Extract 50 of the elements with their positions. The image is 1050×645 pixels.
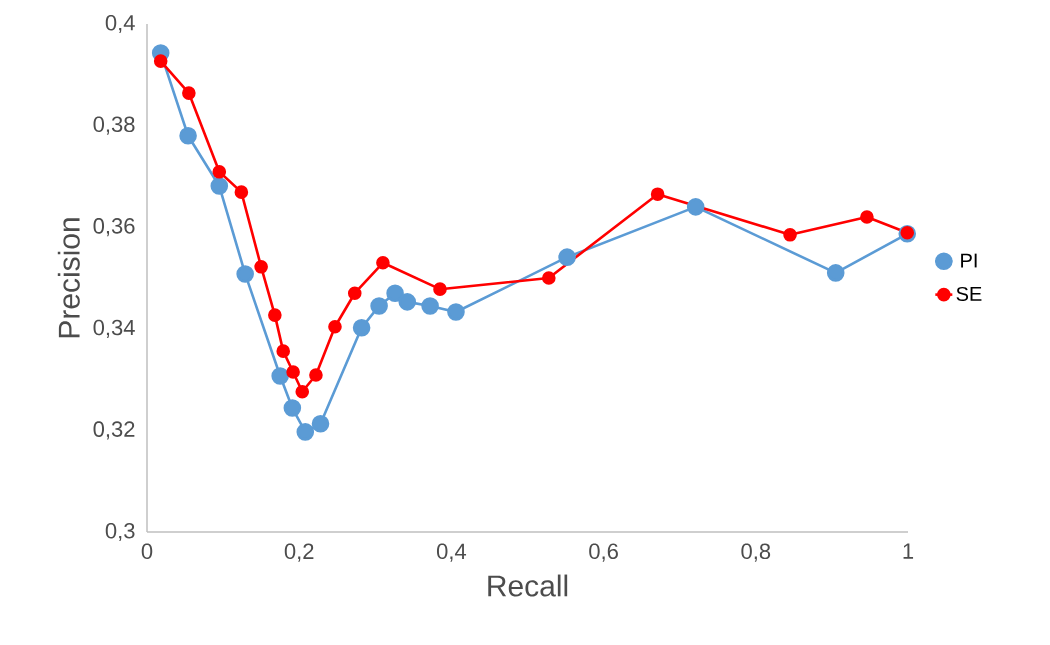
point (347, 286, 362, 301)
point (650, 187, 665, 201)
point (376, 255, 390, 270)
x-tick-label: 0,4 (436, 543, 467, 562)
x-tick-label: 0,6 (589, 543, 618, 562)
point (182, 86, 196, 100)
point (286, 365, 300, 379)
point (370, 297, 388, 315)
point (386, 284, 404, 303)
point (309, 368, 323, 382)
point (783, 228, 797, 242)
y-tick-label: 0,4 (105, 14, 135, 34)
point (311, 414, 330, 433)
point (398, 293, 417, 311)
y-axis-title: Precision (57, 218, 80, 338)
point (254, 260, 268, 274)
point (295, 384, 310, 399)
point (421, 297, 439, 315)
y-tick-label: 0,34 (93, 319, 135, 338)
point (268, 308, 282, 322)
x-tick-label: 0 (141, 543, 153, 560)
point (433, 282, 447, 296)
point (542, 271, 556, 285)
x-tick-label: 0,8 (741, 543, 771, 562)
x-tick-label: 0,2 (284, 543, 314, 562)
point (210, 177, 229, 195)
y-tick-label: 0,36 (93, 218, 135, 237)
x-axis-title: Recall (488, 574, 568, 597)
point (283, 399, 302, 417)
y-tick-label: 0,32 (93, 421, 135, 440)
legend-label: PI (961, 253, 977, 268)
point (328, 319, 342, 334)
point (179, 126, 197, 145)
x-tick-label: 1 (903, 543, 914, 559)
y-tick-label: 0,3 (105, 522, 135, 542)
point (447, 303, 465, 321)
point (352, 318, 371, 337)
point (212, 165, 227, 179)
point (276, 344, 291, 358)
point (686, 198, 705, 216)
legend-label: SE (956, 286, 982, 302)
y-tick-label: 0,38 (93, 116, 135, 135)
point (236, 265, 254, 283)
point (558, 248, 576, 266)
point (296, 423, 315, 441)
point (153, 54, 168, 68)
point (271, 367, 289, 385)
point (826, 264, 845, 282)
point (234, 185, 249, 199)
point (860, 210, 874, 224)
